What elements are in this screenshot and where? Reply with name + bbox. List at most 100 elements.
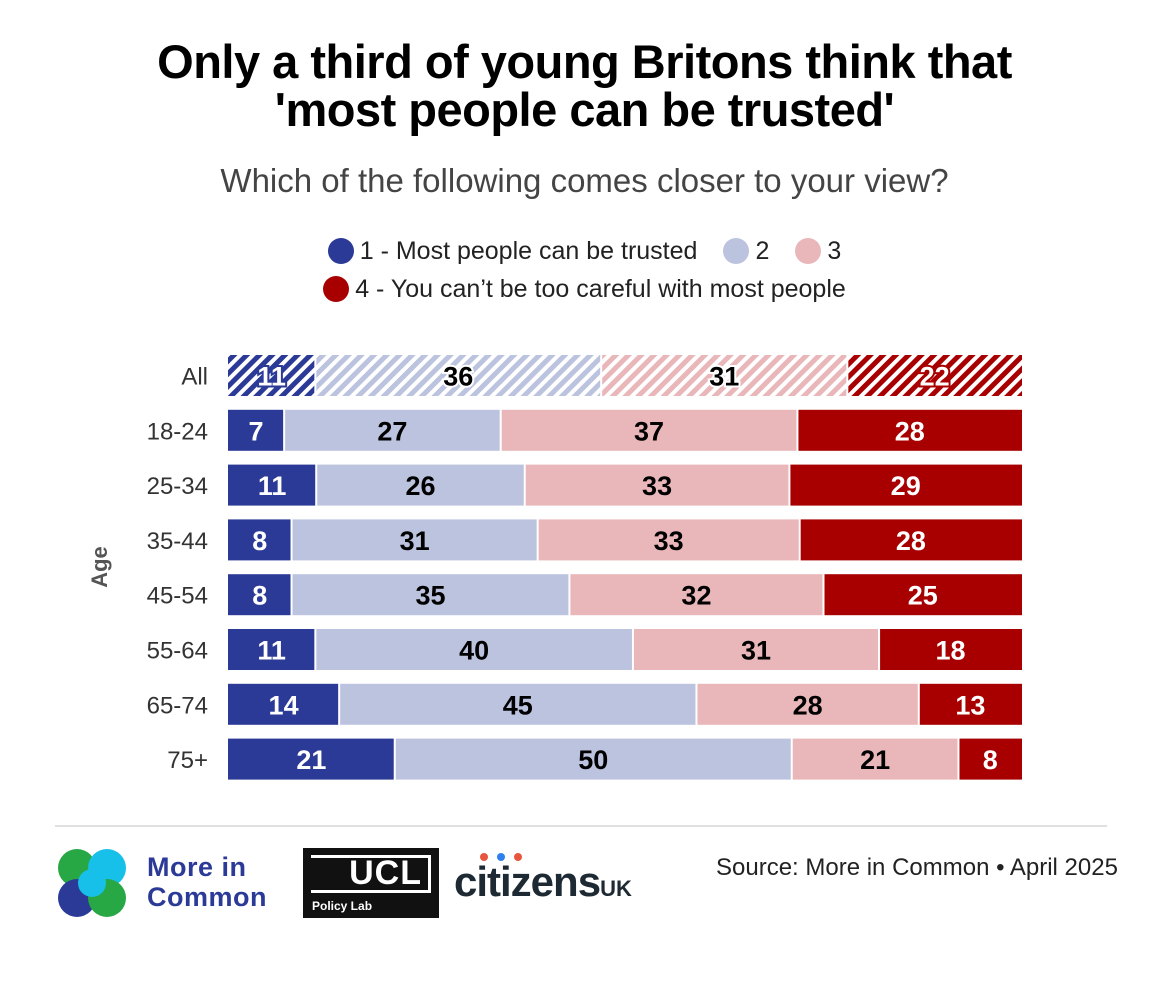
bar-65-74-series-3 bbox=[697, 683, 918, 725]
data-label-18-24-series-2: 27 bbox=[377, 416, 407, 446]
data-label-65-74-series-4: 13 bbox=[955, 690, 985, 720]
citizens-dots-icon bbox=[480, 853, 522, 861]
bar-18-24-series-4 bbox=[798, 409, 1022, 451]
citizens-wordmark: citizensUK bbox=[454, 858, 632, 906]
legend-label-3: 3 bbox=[827, 236, 842, 265]
legend-row-1: 1 - Most people can be trusted 2 3 bbox=[0, 232, 1169, 270]
legend-swatch-2 bbox=[723, 238, 750, 264]
more-in-common-logo: More in Common bbox=[55, 848, 290, 920]
bar-35-44-series-4 bbox=[800, 519, 1022, 561]
bar-35-44-series-1 bbox=[228, 519, 291, 561]
bar-55-64-series-4 bbox=[880, 629, 1022, 670]
chart-subtitle: Which of the following comes closer to y… bbox=[220, 162, 949, 199]
data-label-75+-series-2: 50 bbox=[578, 745, 608, 775]
category-label-55-64: 55-64 bbox=[147, 638, 208, 665]
bar-18-24-series-2 bbox=[285, 409, 500, 451]
bar-45-54-series-2 bbox=[292, 574, 569, 616]
legend-swatch-1 bbox=[327, 238, 354, 264]
bar-65-74-series-2 bbox=[340, 683, 696, 725]
data-label-65-74-series-1: 14 bbox=[269, 690, 299, 720]
legend-label-4: 4 - You can’t be too careful with most p… bbox=[355, 274, 846, 303]
bar-65-74-series-1 bbox=[228, 683, 339, 725]
bar-All-series-1 bbox=[228, 355, 315, 396]
data-label-75+-series-1: 21 bbox=[296, 745, 326, 775]
legend-item-1: 1 - Most people can be trusted bbox=[327, 236, 698, 266]
stacked-bar-chart: All 11 36 31 22 18-24 7 27 37 28 25-34 11 26 33 29 35-4… bbox=[147, 355, 1022, 780]
mic-line-2: Common bbox=[147, 882, 267, 912]
legend-item-4: 4 - You can’t be too careful with most p… bbox=[323, 275, 846, 304]
bar-35-44-series-3 bbox=[538, 519, 799, 561]
data-label-75+-series-3: 21 bbox=[860, 745, 890, 775]
chart-title: Only a third of young Britons think that… bbox=[0, 38, 1169, 134]
category-label-35-44: 35-44 bbox=[147, 528, 208, 555]
data-label-All-series-1: 11 bbox=[257, 362, 286, 392]
bar-55-64-series-2 bbox=[316, 629, 632, 670]
data-label-55-64-series-4: 18 bbox=[936, 636, 966, 666]
legend-row-2: 4 - You can’t be too careful with most p… bbox=[0, 270, 1169, 308]
bar-25-34-series-4 bbox=[790, 464, 1022, 506]
legend-swatch-3 bbox=[795, 238, 822, 264]
data-label-35-44-series-3: 33 bbox=[654, 526, 684, 556]
more-in-common-mark-icon bbox=[58, 849, 126, 917]
bar-45-54-series-3 bbox=[570, 574, 823, 616]
data-label-35-44-series-1: 8 bbox=[252, 526, 267, 556]
category-label-25-34: 25-34 bbox=[147, 473, 208, 500]
bar-All-series-4 bbox=[848, 355, 1022, 396]
data-label-All-series-2: 36 bbox=[443, 362, 473, 392]
legend-item-3: 3 bbox=[795, 237, 841, 266]
bar-45-54-series-1 bbox=[228, 574, 291, 616]
legend-swatch-4 bbox=[323, 276, 350, 302]
bar-55-64-series-1 bbox=[228, 629, 315, 670]
category-label-65-74: 65-74 bbox=[147, 692, 208, 719]
bar-75+-series-3 bbox=[792, 738, 958, 780]
data-label-25-34-series-4: 29 bbox=[891, 471, 921, 501]
bar-75+-series-4 bbox=[959, 738, 1022, 780]
bar-18-24-series-3 bbox=[501, 409, 797, 451]
ucl-subtitle: Policy Lab bbox=[312, 899, 373, 913]
data-label-18-24-series-4: 28 bbox=[895, 416, 925, 446]
data-label-45-54-series-3: 32 bbox=[681, 581, 711, 611]
ucl-policy-lab-logo: UCL Policy Lab bbox=[303, 848, 439, 918]
source-note: Source: More in Common • April 2025 bbox=[716, 854, 1118, 881]
category-label-45-54: 45-54 bbox=[147, 583, 208, 610]
ucl-frame: UCL bbox=[311, 854, 431, 893]
data-label-65-74-series-3: 28 bbox=[793, 690, 823, 720]
bar-25-34-series-3 bbox=[525, 464, 789, 506]
citizens-uk-logo: citizensUK bbox=[454, 852, 664, 912]
bar-75+-series-2 bbox=[395, 738, 791, 780]
data-label-55-64-series-3: 31 bbox=[741, 636, 771, 666]
bar-65-74-series-4 bbox=[919, 683, 1022, 725]
data-label-All-series-3: 31 bbox=[709, 362, 739, 392]
data-label-18-24-series-3: 37 bbox=[634, 416, 664, 446]
mic-line-1: More in bbox=[147, 852, 247, 882]
data-label-65-74-series-2: 45 bbox=[503, 690, 533, 720]
data-label-25-34-series-2: 26 bbox=[405, 471, 435, 501]
ucl-wordmark: UCL bbox=[349, 854, 422, 892]
bar-18-24-series-1 bbox=[228, 409, 284, 451]
legend-label-1: 1 - Most people can be trusted bbox=[359, 236, 698, 265]
bar-All-series-3 bbox=[602, 355, 847, 396]
legend-label-2: 2 bbox=[755, 236, 770, 265]
legend-item-2: 2 bbox=[723, 237, 769, 266]
data-label-35-44-series-4: 28 bbox=[896, 526, 926, 556]
bar-45-54-series-4 bbox=[824, 574, 1022, 616]
y-axis-label-text: Age bbox=[87, 546, 112, 588]
citizens-uk-suffix: UK bbox=[600, 876, 632, 901]
citizens-word: citizens bbox=[454, 858, 601, 905]
title-line-2: 'most people can be trusted' bbox=[274, 83, 895, 136]
data-label-75+-series-4: 8 bbox=[983, 745, 998, 775]
bar-55-64-series-3 bbox=[633, 629, 879, 670]
data-label-18-24-series-1: 7 bbox=[249, 416, 264, 446]
bar-75+-series-1 bbox=[228, 738, 394, 780]
data-label-55-64-series-2: 40 bbox=[459, 636, 489, 666]
data-label-All-series-4: 22 bbox=[920, 362, 950, 392]
bar-25-34-series-1 bbox=[228, 464, 316, 506]
footer-divider bbox=[55, 825, 1107, 827]
bar-25-34-series-2 bbox=[317, 464, 524, 506]
data-label-25-34-series-1: 11 bbox=[258, 471, 287, 501]
data-label-45-54-series-1: 8 bbox=[252, 581, 267, 611]
data-label-35-44-series-2: 31 bbox=[400, 526, 430, 556]
more-in-common-wordmark: More in Common bbox=[147, 852, 267, 912]
data-label-25-34-series-3: 33 bbox=[642, 471, 672, 501]
title-line-1: Only a third of young Britons think that bbox=[157, 35, 1012, 88]
